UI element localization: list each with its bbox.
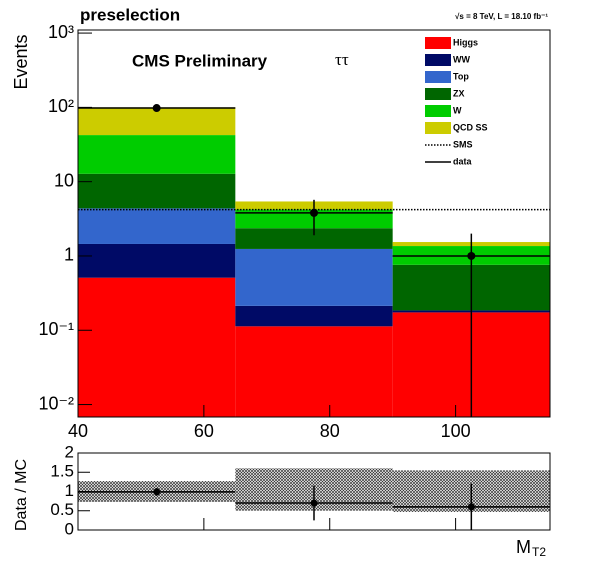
y-tick-label: 10 — [54, 170, 74, 190]
stack-segment — [78, 277, 236, 417]
legend-label: W — [453, 105, 462, 115]
y-tick-label: 10⁻¹ — [38, 319, 74, 339]
x-tick-label: 80 — [320, 421, 340, 441]
plot-frame — [77, 29, 551, 418]
ratio-y-tick-label: 0.5 — [50, 500, 74, 519]
legend-label: SMS — [453, 139, 473, 149]
ratio-y-tick-label: 2 — [65, 442, 74, 461]
ratio-point — [467, 503, 475, 511]
stack-segment — [235, 305, 393, 327]
legend-swatch — [425, 71, 451, 83]
ratio-y-axis-label: Data / MC — [13, 459, 30, 531]
legend-swatch — [425, 122, 451, 134]
legend-label: Top — [453, 71, 469, 81]
legend-label: data — [453, 156, 473, 166]
x-axis-label: M — [516, 537, 531, 557]
ratio-y-tick-label: 0 — [65, 519, 74, 538]
stack-segment — [235, 248, 393, 306]
y-tick-label: 1 — [64, 245, 74, 265]
y-tick-label: 10⁻² — [38, 393, 74, 413]
legend-swatch — [425, 88, 451, 100]
legend-swatch — [425, 54, 451, 66]
legend-label: ZX — [453, 88, 465, 98]
ratio-point — [153, 488, 161, 496]
stack-segment — [235, 326, 393, 417]
data-point — [152, 104, 161, 113]
ratio-y-tick-label: 1.5 — [50, 462, 74, 481]
stack-segment — [78, 173, 236, 209]
x-axis-label-sub: T2 — [532, 545, 546, 559]
experiment-label: CMS Preliminary — [132, 51, 268, 70]
y-axis-label: Events — [11, 34, 31, 89]
x-tick-label: 40 — [68, 421, 88, 441]
legend-swatch — [425, 105, 451, 117]
energy-label: √s = 8 TeV, L = 18.10 fb⁻¹ — [455, 12, 548, 21]
stack-segment — [78, 243, 236, 278]
stack-segment — [78, 208, 236, 244]
x-tick-label: 60 — [194, 421, 214, 441]
y-tick-label: 10³ — [48, 22, 74, 42]
data-point — [310, 208, 318, 217]
ratio-point — [310, 499, 318, 507]
legend-label: Higgs — [453, 37, 478, 47]
chart-title: preselection — [80, 5, 180, 24]
legend-label: WW — [453, 54, 470, 64]
y-tick-label: 10² — [48, 96, 74, 116]
legend-label: QCD SS — [453, 122, 488, 132]
data-point — [467, 251, 476, 260]
legend-swatch — [425, 37, 451, 49]
channel-label: ττ — [335, 50, 349, 69]
x-tick-label: 100 — [441, 421, 471, 441]
stack-segment — [235, 228, 393, 249]
stack-segment — [78, 135, 236, 174]
ratio-y-tick-label: 1 — [65, 481, 74, 500]
